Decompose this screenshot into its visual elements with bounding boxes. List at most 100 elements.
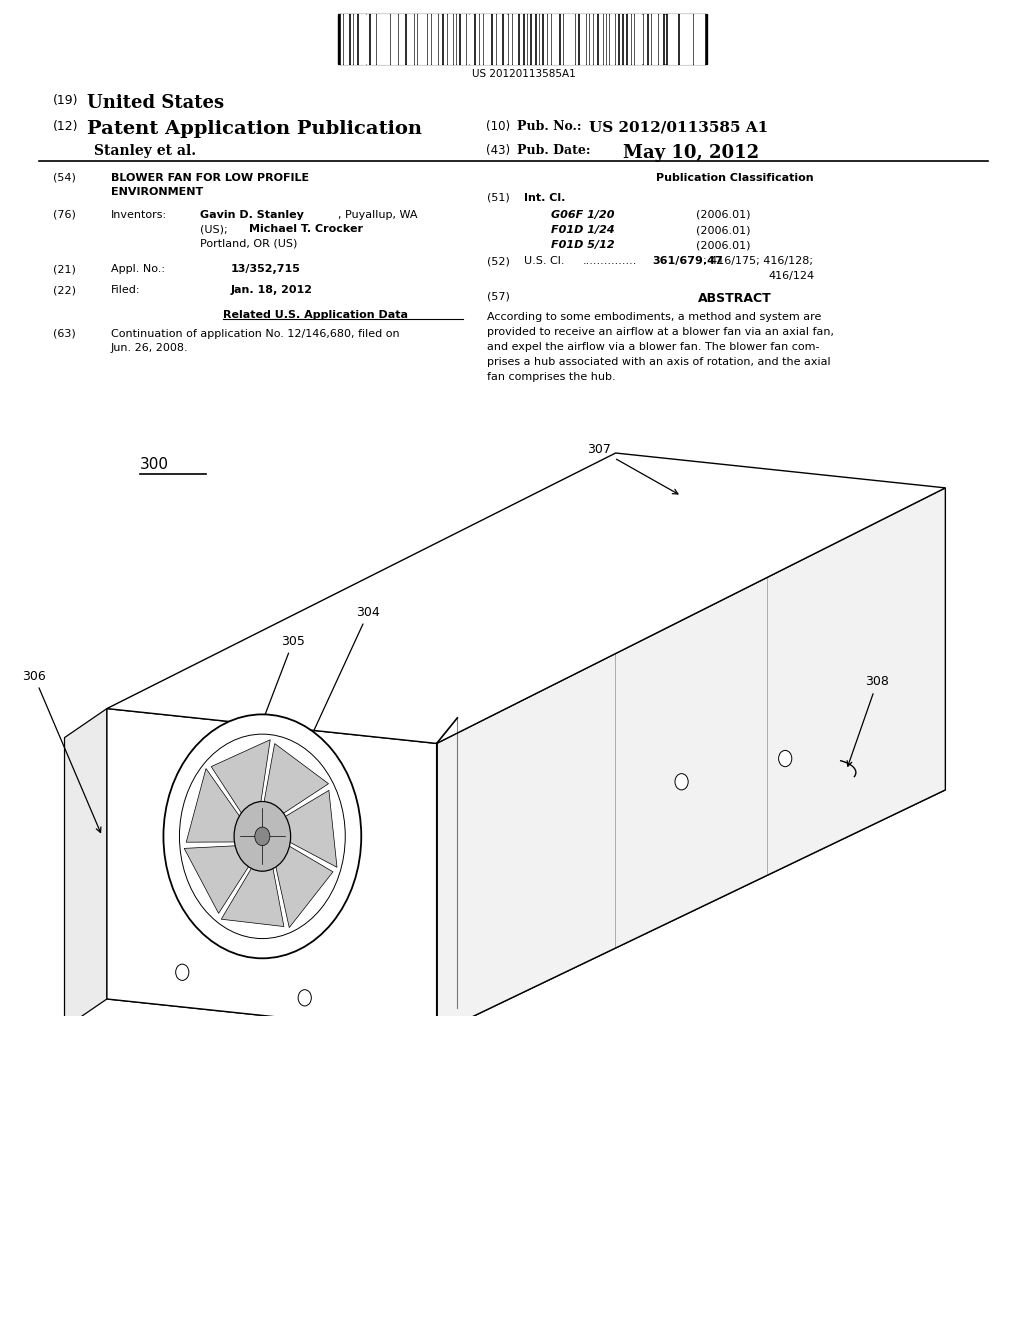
- Bar: [519, 13, 522, 63]
- Text: (2006.01): (2006.01): [696, 240, 751, 251]
- Bar: [447, 13, 451, 63]
- Bar: [338, 13, 707, 63]
- Bar: [344, 13, 346, 63]
- Bar: [494, 13, 495, 63]
- Bar: [407, 13, 409, 63]
- Bar: [697, 13, 699, 63]
- Bar: [384, 13, 386, 63]
- Bar: [359, 13, 361, 63]
- Text: Continuation of application No. 12/146,680, filed on: Continuation of application No. 12/146,6…: [111, 329, 399, 339]
- Text: Portland, OR (US): Portland, OR (US): [200, 239, 297, 249]
- Text: G06F 1/20: G06F 1/20: [551, 210, 614, 220]
- Polygon shape: [211, 739, 270, 813]
- Text: US 20120113585A1: US 20120113585A1: [472, 69, 577, 79]
- Bar: [428, 13, 430, 63]
- Text: ABSTRACT: ABSTRACT: [698, 292, 772, 305]
- Bar: [485, 13, 487, 63]
- Text: Int. Cl.: Int. Cl.: [524, 193, 565, 203]
- Text: United States: United States: [87, 94, 224, 112]
- Circle shape: [234, 801, 291, 871]
- Text: Filed:: Filed:: [111, 285, 140, 296]
- Polygon shape: [221, 869, 284, 927]
- Text: Related U.S. Application Data: Related U.S. Application Data: [223, 310, 409, 321]
- Circle shape: [255, 828, 270, 846]
- Bar: [700, 13, 701, 63]
- Bar: [561, 13, 562, 63]
- Bar: [498, 13, 499, 63]
- Bar: [675, 13, 677, 63]
- Text: Gavin D. Stanley: Gavin D. Stanley: [200, 210, 303, 220]
- Text: F01D 5/12: F01D 5/12: [551, 240, 614, 251]
- Text: Stanley et al.: Stanley et al.: [94, 144, 197, 158]
- Bar: [509, 13, 511, 63]
- Bar: [655, 13, 656, 63]
- Circle shape: [298, 990, 311, 1006]
- Bar: [354, 13, 356, 63]
- Polygon shape: [106, 755, 945, 1034]
- Text: provided to receive an airflow at a blower fan via an axial fan,: provided to receive an airflow at a blow…: [487, 326, 835, 337]
- Bar: [394, 13, 397, 63]
- Text: (63): (63): [53, 329, 76, 339]
- Polygon shape: [275, 846, 333, 928]
- Text: Jan. 18, 2012: Jan. 18, 2012: [230, 285, 312, 296]
- Text: Patent Application Publication: Patent Application Publication: [87, 120, 422, 139]
- Polygon shape: [106, 709, 436, 1034]
- Bar: [362, 13, 365, 63]
- Text: Inventors:: Inventors:: [111, 210, 167, 220]
- Text: (54): (54): [53, 173, 76, 183]
- Text: ENVIRONMENT: ENVIRONMENT: [111, 187, 203, 198]
- Bar: [693, 13, 696, 63]
- Bar: [575, 13, 578, 63]
- Bar: [470, 13, 473, 63]
- Text: May 10, 2012: May 10, 2012: [623, 144, 759, 162]
- Text: Publication Classification: Publication Classification: [656, 173, 814, 183]
- Bar: [628, 13, 630, 63]
- Bar: [572, 13, 574, 63]
- Polygon shape: [184, 846, 249, 913]
- Bar: [659, 13, 662, 63]
- Text: (43): (43): [486, 144, 511, 157]
- Bar: [548, 13, 550, 63]
- Text: , Puyallup, WA: , Puyallup, WA: [338, 210, 418, 220]
- Text: US 2012/0113585 A1: US 2012/0113585 A1: [589, 120, 768, 135]
- Bar: [544, 13, 547, 63]
- Text: 416/124: 416/124: [768, 271, 814, 281]
- Text: (2006.01): (2006.01): [696, 224, 751, 235]
- Circle shape: [675, 774, 688, 789]
- Text: Michael T. Crocker: Michael T. Crocker: [249, 224, 362, 235]
- Bar: [594, 13, 596, 63]
- Bar: [387, 13, 388, 63]
- Polygon shape: [436, 488, 945, 1034]
- Bar: [670, 13, 672, 63]
- Bar: [381, 13, 383, 63]
- Bar: [479, 13, 482, 63]
- Bar: [673, 13, 674, 63]
- Bar: [488, 13, 490, 63]
- Text: 308: 308: [847, 676, 889, 766]
- Text: Pub. No.:: Pub. No.:: [517, 120, 582, 133]
- Bar: [680, 13, 682, 63]
- Bar: [504, 13, 506, 63]
- Bar: [475, 13, 478, 63]
- Text: 305: 305: [236, 635, 305, 792]
- Text: BLOWER FAN FOR LOW PROFILE: BLOWER FAN FOR LOW PROFILE: [111, 173, 308, 183]
- Text: (76): (76): [53, 210, 76, 220]
- Bar: [400, 13, 402, 63]
- Circle shape: [778, 750, 792, 767]
- Bar: [555, 13, 556, 63]
- Bar: [638, 13, 641, 63]
- Text: 300: 300: [140, 457, 169, 471]
- Bar: [391, 13, 393, 63]
- Text: 13/352,715: 13/352,715: [230, 264, 300, 275]
- Bar: [644, 13, 646, 63]
- Text: (21): (21): [53, 264, 76, 275]
- Bar: [461, 13, 463, 63]
- Text: prises a hub associated with an axis of rotation, and the axial: prises a hub associated with an axis of …: [487, 356, 831, 367]
- Bar: [616, 13, 617, 63]
- Text: (2006.01): (2006.01): [696, 210, 751, 220]
- Text: 304: 304: [283, 606, 380, 797]
- Text: (19): (19): [53, 94, 79, 107]
- Text: 306: 306: [23, 669, 101, 833]
- Bar: [648, 13, 650, 63]
- Text: 307: 307: [588, 444, 678, 494]
